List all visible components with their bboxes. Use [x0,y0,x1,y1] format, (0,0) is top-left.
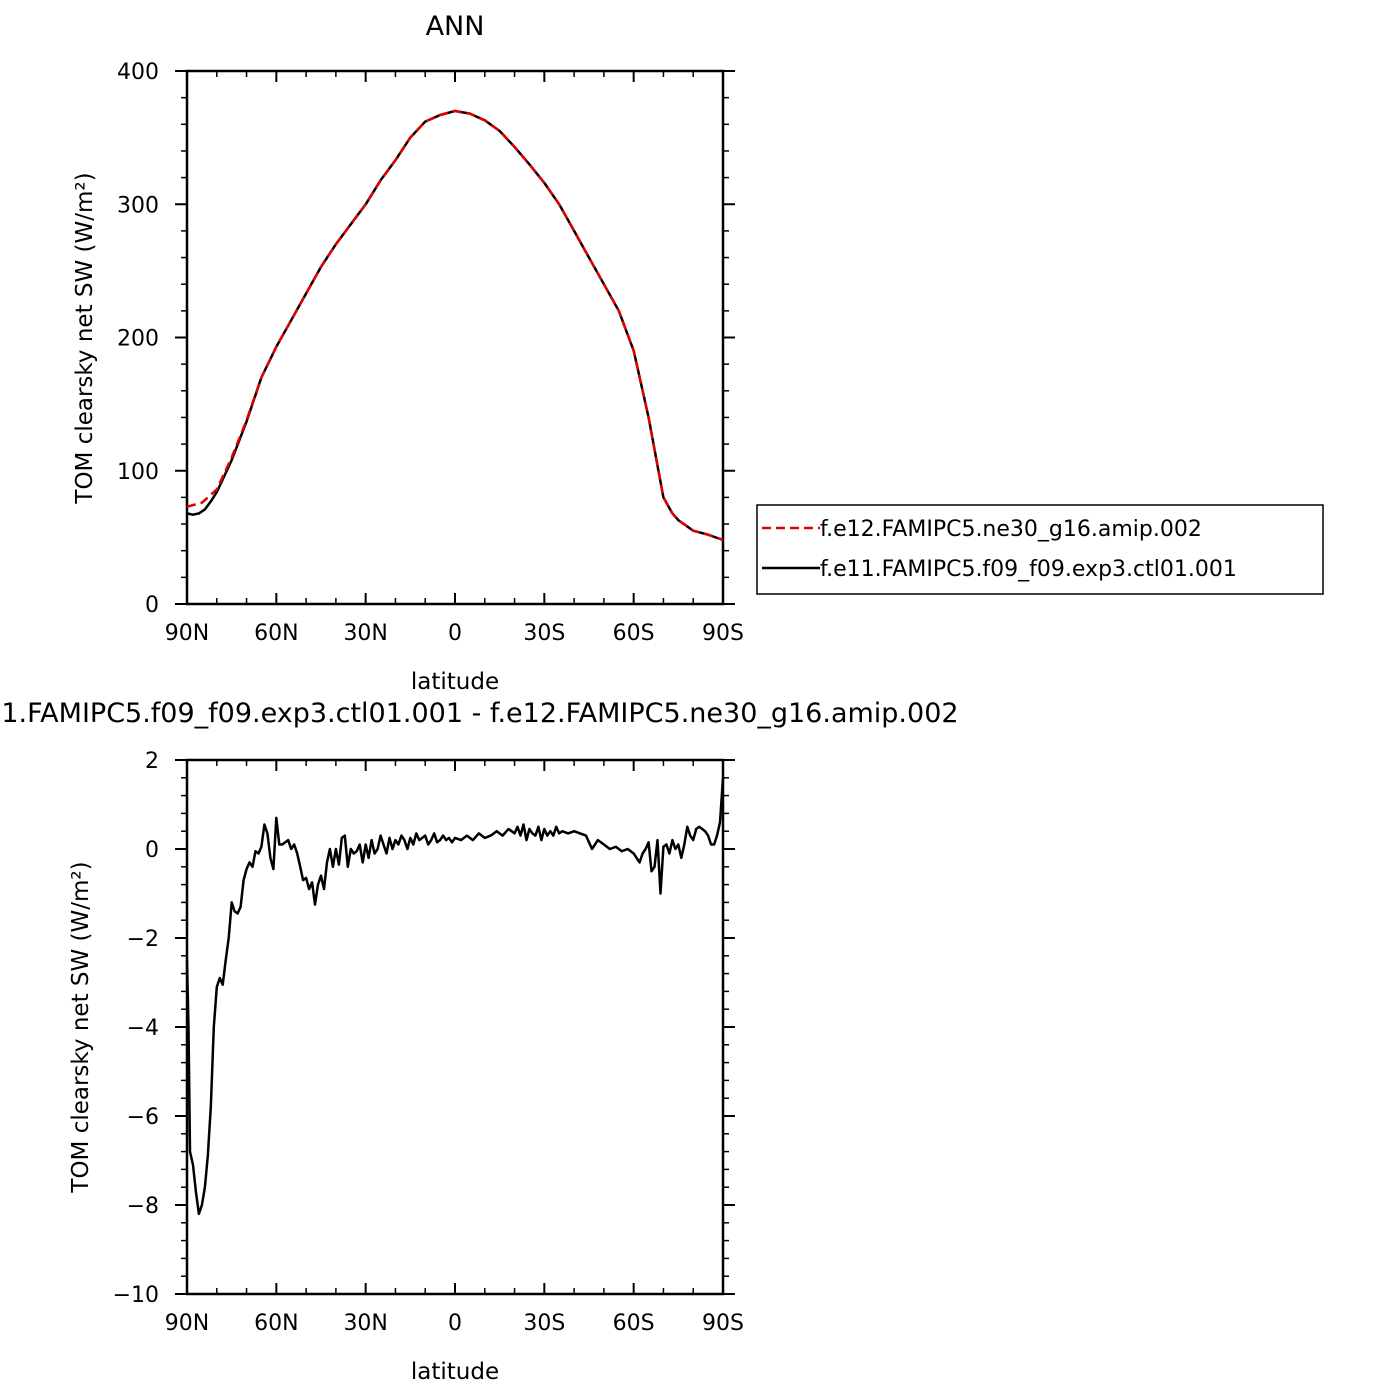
y-tick-label: 200 [117,327,159,352]
bottom-plot: f.e11.FAMIPC5.f09_f09.exp3.ctl01.001 - f… [0,698,959,1385]
top-plot-minor-ticks [181,71,729,604]
x-tick-label: 90S [702,621,744,646]
top-plot-ylabel: TOM clearsky net SW (W/m²) [72,172,98,504]
x-tick-label: 30N [343,1311,387,1336]
x-tick-label: 0 [448,1311,462,1336]
legend-item-1: f.e12.FAMIPC5.ne30_g16.amip.002 [820,517,1202,542]
x-tick-label: 60N [254,621,298,646]
top-plot-y-ticks: 0 100 200 300 400 [117,60,735,618]
series-line-2 [186,109,724,542]
x-tick-label: 60N [254,1311,298,1336]
bottom-plot-ylabel: TOM clearsky net SW (W/m²) [68,861,94,1193]
x-tick-label: 90S [702,1311,744,1336]
x-tick-label: 60S [613,1311,655,1336]
bottom-plot-minor-ticks [181,760,729,1294]
bottom-plot-x-ticks: 90N 60N 30N 0 30S 60S 90S [165,760,744,1336]
top-plot: ANN 90N 60N 30N 0 30S 60S 90S 0 100 200 300 400 la… [72,11,744,695]
y-tick-label: 0 [145,593,159,618]
legend-box [756,504,1324,595]
series-line-1 [186,109,724,542]
x-tick-label: 60S [613,621,655,646]
bottom-plot-y-ticks: −10 −8 −6 −4 −2 0 2 [113,749,735,1308]
series-line-1 [185,777,725,1216]
x-tick-label: 90N [165,621,209,646]
y-tick-label: −8 [127,1194,159,1219]
y-tick-label: 300 [117,193,159,218]
top-plot-series [186,109,724,542]
y-tick-label: 100 [117,460,159,485]
legend-item-2: f.e11.FAMIPC5.f09_f09.exp3.ctl01.001 [820,557,1237,582]
x-tick-label: 30N [343,621,387,646]
y-tick-label: −10 [113,1283,159,1308]
x-tick-label: 30S [523,1311,565,1336]
bottom-plot-series [185,777,725,1216]
y-tick-label: −6 [127,1105,159,1130]
bottom-plot-title: f.e11.FAMIPC5.f09_f09.exp3.ctl01.001 - f… [0,698,959,729]
x-tick-label: 90N [165,1311,209,1336]
y-tick-label: 0 [145,838,159,863]
top-plot-x-ticks: 90N 60N 30N 0 30S 60S 90S [165,71,744,646]
x-tick-label: 30S [523,621,565,646]
top-plot-title: ANN [426,11,485,42]
y-tick-label: −4 [127,1016,159,1041]
y-tick-label: −2 [127,927,159,952]
y-tick-label: 2 [145,749,159,774]
x-tick-label: 0 [448,621,462,646]
bottom-plot-xlabel: latitude [411,1359,499,1385]
legend: f.e12.FAMIPC5.ne30_g16.amip.002 f.e11.FA… [756,504,1324,595]
y-tick-label: 400 [117,60,159,85]
top-plot-frame [185,69,725,606]
top-plot-xlabel: latitude [411,669,499,695]
